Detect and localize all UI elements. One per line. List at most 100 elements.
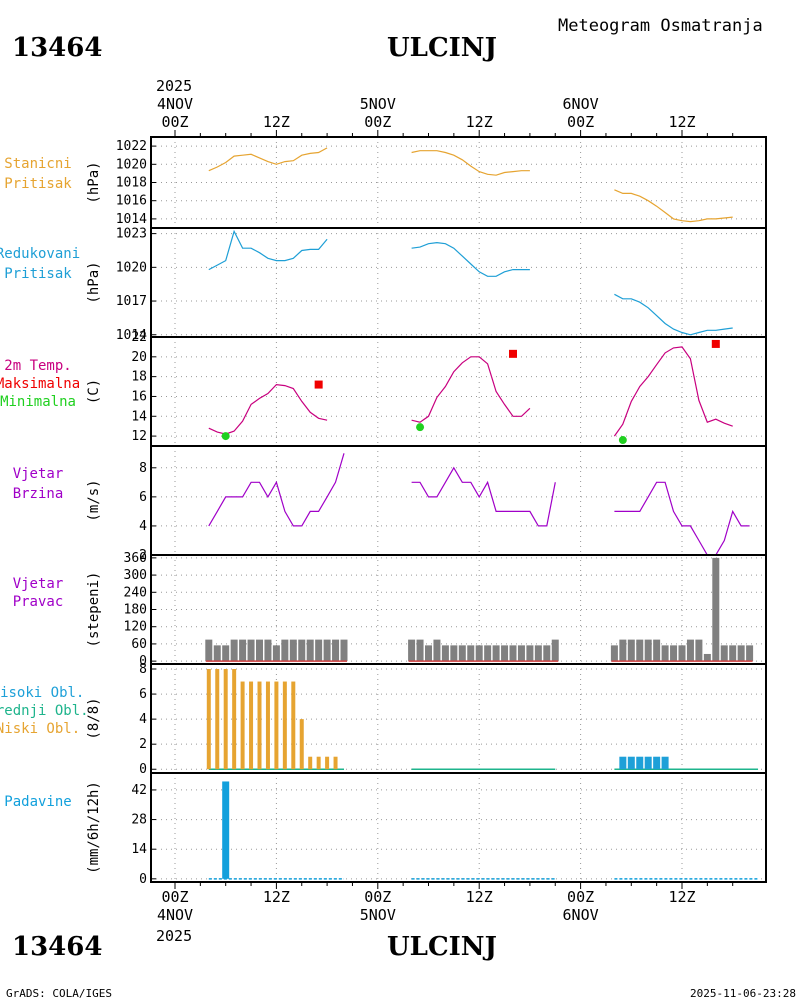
top-date-label-2: 5NOV [360, 95, 396, 113]
panel-label: Padavine [4, 794, 71, 810]
wind-direction-bar [661, 645, 669, 662]
low-cloud-bar [232, 669, 237, 770]
wind-direction-bar [272, 645, 280, 662]
y-axis-label: (mm/6h/12h) [86, 781, 102, 874]
high-cloud-bar [627, 756, 635, 770]
tmin-marker [416, 423, 425, 432]
y-tick-label: 120 [124, 620, 147, 635]
y-tick-label: 1020 [116, 157, 147, 172]
y-tick-label: 1014 [116, 328, 147, 343]
wind-direction-bar [517, 645, 525, 662]
low-cloud-bar [291, 681, 296, 770]
bottom-year: 2025 [156, 927, 192, 945]
y-tick-label: 300 [124, 568, 147, 583]
low-cloud-bar [282, 681, 287, 770]
top-time-label-3: 12Z [466, 113, 493, 131]
y-tick-label: 20 [131, 350, 147, 365]
wind-direction-bar [746, 645, 754, 662]
wind-direction-bar [695, 639, 703, 662]
tmin-marker [618, 436, 627, 445]
low-cloud-bar [249, 681, 254, 770]
panel-label: Minimalna [0, 394, 76, 410]
panel-label: Vjetar [13, 466, 64, 482]
wind-direction-bar [230, 639, 238, 662]
panel-label: 2m Temp. [4, 358, 71, 374]
low-cloud-bar [299, 719, 304, 770]
panel-frame [150, 772, 767, 883]
series-line [208, 453, 345, 527]
footer-station-name: ULCINJ [387, 932, 497, 962]
wind-direction-bar [306, 639, 314, 662]
y-tick-label: 1018 [116, 176, 147, 191]
y-tick-label: 42 [131, 783, 147, 798]
panel-reduced_pressure: 1014 1017 1020 1023 (hPa) Redukovani Pritisak [0, 227, 767, 343]
panel-precipitation: 0 14 28 42 (mm/6h/12h) Padavine [4, 772, 767, 887]
wind-direction-bar [610, 645, 618, 662]
series-line [208, 383, 328, 435]
y-tick-label: 0 [139, 654, 147, 669]
wind-direction-bar [484, 645, 492, 662]
bottom-date-label-0: 4NOV [157, 906, 193, 924]
panel-wind_speed: 2 4 6 8 (m/s) Vjetar Brzina [13, 445, 767, 563]
low-cloud-bar [274, 681, 279, 770]
y-axis-label: (hPa) [86, 261, 102, 303]
panel-frame [150, 227, 767, 338]
top-date-label-4: 6NOV [563, 95, 599, 113]
top-date-label-0: 4NOV [157, 95, 193, 113]
y-tick-label: 1023 [116, 227, 147, 242]
panel-wind_direction: 0 60 120 180 240 300 360 (stepeni) Vjetar Pravac [13, 551, 767, 669]
tmax-marker [711, 339, 720, 348]
series-line [614, 293, 733, 336]
low-cloud-bar [215, 669, 220, 770]
y-tick-label: 8 [139, 461, 147, 476]
chart-subtitle: Meteogram Osmatranja [558, 16, 763, 36]
wind-direction-bar [720, 645, 728, 662]
wind-direction-bar [247, 639, 255, 662]
high-cloud-bar [636, 756, 644, 770]
wind-direction-bar [408, 639, 416, 662]
high-cloud-bar [644, 756, 652, 770]
wind-direction-bar [712, 557, 720, 662]
y-tick-label: 16 [131, 389, 147, 404]
series-line [208, 229, 328, 271]
panel-label: Pritisak [4, 176, 72, 192]
bottom-time-label-0: 00Z [161, 888, 188, 906]
y-axis-label: (8/8) [86, 697, 102, 739]
y-tick-label: 2 [139, 737, 147, 752]
y-tick-label: 1014 [116, 212, 147, 227]
y-tick-label: 0 [139, 872, 147, 887]
series-line [411, 356, 531, 423]
series-line [411, 241, 530, 277]
station-id: 13464 [12, 33, 102, 63]
y-tick-label: 1022 [116, 139, 147, 154]
y-tick-label: 28 [131, 813, 147, 828]
wind-direction-bar [289, 639, 297, 662]
wind-direction-bar [670, 645, 678, 662]
panel-label: Visoki Obl. [0, 685, 84, 701]
y-tick-label: 14 [131, 409, 147, 424]
y-tick-label: 360 [124, 551, 147, 566]
y-tick-label: 2 [139, 548, 147, 563]
series-line [208, 147, 328, 172]
wind-direction-bar [703, 653, 711, 662]
low-cloud-bar [223, 669, 228, 770]
low-cloud-bar [257, 681, 262, 770]
wind-direction-bar [686, 639, 694, 662]
wind-direction-bar [653, 639, 661, 662]
top-time-label-1: 12Z [263, 113, 290, 131]
y-tick-label: 180 [124, 603, 147, 618]
series-line [411, 466, 556, 527]
panel-cloud_cover: 0 2 4 6 8 (8/8)Visoki Obl. Srednji Obl. Niski O… [0, 662, 767, 777]
wind-direction-bar [425, 645, 432, 662]
high-cloud-bar [619, 756, 627, 770]
y-axis-label: (hPa) [86, 161, 102, 203]
panel-label: Pravac [13, 594, 64, 610]
y-tick-label: 18 [131, 370, 147, 385]
panel-station_pressure: 1014 1016 1018 1020 1022 (hPa) Stanicni Pritisa… [4, 136, 767, 229]
low-cloud-bar [325, 756, 330, 770]
low-cloud-bar [206, 669, 211, 770]
wind-direction-bar [315, 639, 323, 662]
plot-area: 00Z4NOV00Z4NOV12Z12Z00Z5NOV00Z5NOV12Z12Z… [0, 95, 767, 924]
bottom-time-label-4: 00Z [567, 888, 594, 906]
